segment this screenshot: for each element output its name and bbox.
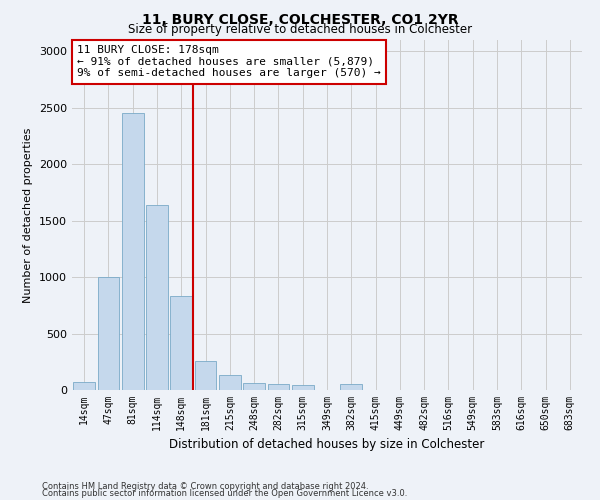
Bar	[243, 383, 265, 390]
Bar	[194, 360, 217, 390]
Bar	[170, 296, 192, 390]
Text: Contains HM Land Registry data © Crown copyright and database right 2024.: Contains HM Land Registry data © Crown c…	[42, 482, 368, 491]
X-axis label: Distribution of detached houses by size in Colchester: Distribution of detached houses by size …	[169, 438, 485, 452]
Text: Size of property relative to detached houses in Colchester: Size of property relative to detached ho…	[128, 22, 472, 36]
Bar	[97, 277, 119, 390]
Text: Contains public sector information licensed under the Open Government Licence v3: Contains public sector information licen…	[42, 489, 407, 498]
Text: 11, BURY CLOSE, COLCHESTER, CO1 2YR: 11, BURY CLOSE, COLCHESTER, CO1 2YR	[142, 12, 458, 26]
Bar	[268, 384, 289, 390]
Text: 11 BURY CLOSE: 178sqm
← 91% of detached houses are smaller (5,879)
9% of semi-de: 11 BURY CLOSE: 178sqm ← 91% of detached …	[77, 46, 381, 78]
Bar	[219, 376, 241, 390]
Bar	[292, 386, 314, 390]
Bar	[340, 384, 362, 390]
Bar	[146, 205, 168, 390]
Bar	[73, 382, 95, 390]
Y-axis label: Number of detached properties: Number of detached properties	[23, 128, 34, 302]
Bar	[122, 114, 143, 390]
